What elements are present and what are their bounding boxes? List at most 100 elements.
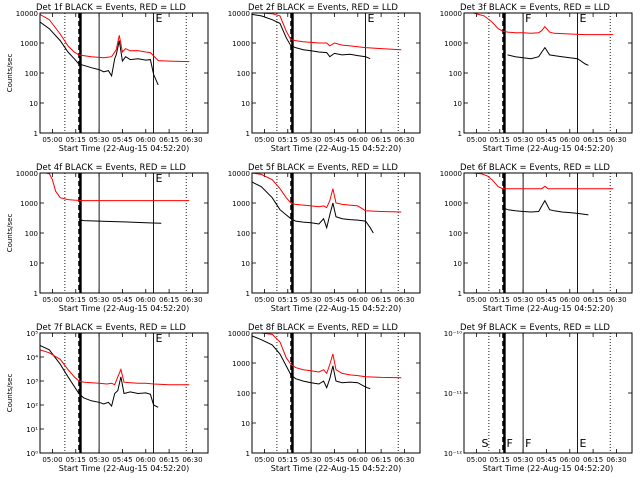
x-tick-label: 06:00 [560, 136, 580, 144]
y-tick-label: 10 [453, 100, 462, 108]
y-tick-label: 1000 [232, 360, 250, 368]
y-tick-label: 100 [449, 230, 462, 238]
y-tick-label: 1 [34, 130, 38, 138]
series-events-line [507, 46, 589, 66]
y-tick-label: 1 [246, 450, 250, 458]
x-tick-label: 05:30 [89, 296, 109, 304]
x-tick-label: 06:00 [348, 136, 368, 144]
y-tick-label: 10⁵ [26, 330, 38, 338]
panel-title: Det 6f BLACK = Events, RED = LLD [460, 163, 610, 173]
x-tick-label: 05:45 [112, 136, 132, 144]
y-tick-label: 10⁴ [26, 354, 38, 362]
x-tick-label: 05:45 [536, 456, 556, 464]
series-lld-line [252, 13, 402, 51]
y-tick-label: 1 [458, 130, 462, 138]
x-tick-label: 06:15 [159, 136, 179, 144]
x-axis-label: Start Time (22-Aug-15 04:52:20) [483, 304, 614, 313]
x-tick-label: 05:00 [466, 456, 486, 464]
y-tick-label: 10 [241, 100, 250, 108]
x-tick-label: 06:00 [136, 296, 156, 304]
x-tick-label: 06:00 [560, 296, 580, 304]
x-tick-label: 06:30 [606, 136, 626, 144]
x-tick-label: 06:00 [348, 296, 368, 304]
y-tick-label: 10000 [440, 170, 462, 178]
plot-frame [251, 12, 421, 134]
x-tick-label: 06:15 [583, 296, 603, 304]
y-tick-label: 100 [25, 70, 38, 78]
x-tick-label: 06:00 [136, 456, 156, 464]
event-label: E [156, 172, 163, 185]
x-tick-label: 05:30 [513, 136, 533, 144]
x-tick-label: 05:00 [42, 296, 62, 304]
x-tick-label: 05:30 [301, 136, 321, 144]
detector-panel-9: Det 9f BLACK = Events, RED = LLD 10⁻¹² 10⁻… [444, 323, 633, 473]
x-tick-label: 06:15 [371, 296, 391, 304]
series-lld-line [464, 173, 614, 190]
x-tick-label: 05:15 [490, 296, 510, 304]
y-tick-label: 10⁻¹² [444, 450, 462, 458]
x-tick-label: 06:30 [394, 296, 414, 304]
x-tick-label: 05:30 [89, 456, 109, 464]
y-tick-label: 1000 [232, 200, 250, 208]
series-lld-line [40, 349, 190, 386]
series-events-line [40, 345, 159, 408]
y-tick-label: 10000 [228, 10, 250, 18]
x-tick-label: 05:00 [254, 296, 274, 304]
x-tick-label: 05:15 [278, 296, 298, 304]
detector-panel-8: Det 8f BLACK = Events, RED = LLD 1 10 100 10… [228, 323, 421, 473]
y-tick-label: 10 [29, 260, 38, 268]
plot-frame [39, 172, 209, 294]
x-axis-label: Start Time (22-Aug-15 04:52:20) [483, 144, 614, 153]
plot-frame [463, 172, 633, 294]
x-tick-label: 05:30 [89, 136, 109, 144]
detector-panel-5: Det 5f BLACK = Events, RED = LLD 1 10 100 10… [228, 163, 421, 313]
event-label: F [506, 437, 512, 450]
x-tick-label: 05:15 [66, 456, 86, 464]
x-tick-label: 05:00 [254, 456, 274, 464]
y-axis-label: Counts/sec [6, 54, 14, 93]
series-events-line [252, 335, 371, 390]
event-label: E [156, 332, 163, 345]
y-tick-label: 10000 [228, 170, 250, 178]
y-tick-label: 100 [25, 230, 38, 238]
x-tick-label: 05:45 [324, 296, 344, 304]
x-tick-label: 06:30 [394, 136, 414, 144]
x-tick-label: 06:15 [583, 456, 603, 464]
y-tick-label: 100 [449, 70, 462, 78]
plot-frame [39, 12, 209, 134]
x-tick-label: 06:30 [182, 456, 202, 464]
x-tick-label: 05:15 [278, 136, 298, 144]
x-tick-label: 06:30 [394, 456, 414, 464]
series-lld-line [252, 333, 402, 379]
x-tick-label: 05:15 [490, 136, 510, 144]
detector-panel-7: Det 7f BLACK = Events, RED = LLD 10⁰ 10¹ 10… [6, 323, 209, 473]
plot-frame [463, 12, 633, 134]
x-tick-label: 05:45 [112, 296, 132, 304]
x-tick-label: 05:45 [536, 296, 556, 304]
x-tick-label: 05:00 [466, 136, 486, 144]
x-tick-label: 06:15 [159, 456, 179, 464]
event-label: E [368, 12, 375, 25]
plot-frame [39, 332, 209, 454]
y-tick-label: 10 [29, 100, 38, 108]
y-tick-label: 1000 [444, 200, 462, 208]
x-tick-label: 05:45 [324, 456, 344, 464]
y-tick-label: 100 [237, 230, 250, 238]
x-tick-label: 05:45 [536, 136, 556, 144]
x-axis-label: Start Time (22-Aug-15 04:52:20) [271, 144, 402, 153]
event-label: E [580, 437, 587, 450]
x-tick-label: 05:15 [66, 296, 86, 304]
y-tick-label: 10⁻¹¹ [444, 390, 462, 398]
series-lld-line [40, 13, 190, 63]
x-tick-label: 05:00 [42, 456, 62, 464]
x-tick-label: 05:30 [513, 456, 533, 464]
x-tick-label: 06:15 [583, 136, 603, 144]
plot-frame [251, 172, 421, 294]
x-tick-label: 06:15 [159, 296, 179, 304]
y-tick-label: 10000 [16, 170, 38, 178]
y-tick-label: 10¹ [26, 426, 38, 434]
y-tick-label: 100 [237, 70, 250, 78]
series-lld-line [40, 173, 190, 202]
x-tick-label: 05:15 [490, 456, 510, 464]
series-events-line [78, 219, 162, 224]
